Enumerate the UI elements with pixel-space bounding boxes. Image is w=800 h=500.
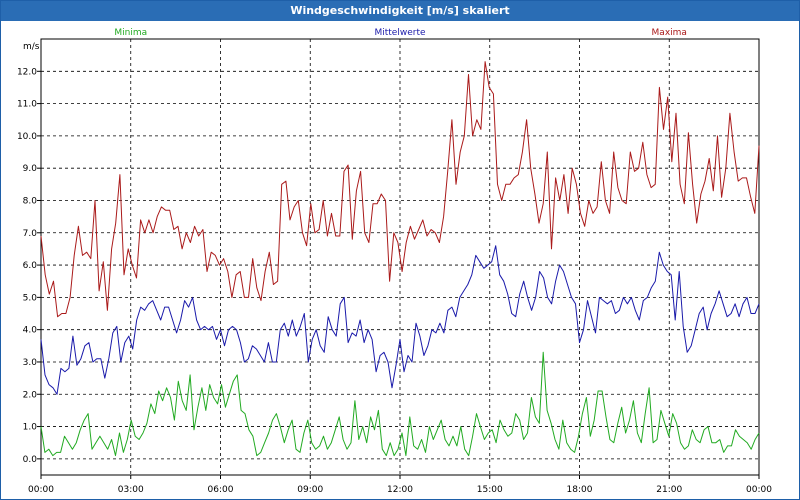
series-line-minima: [40, 351, 760, 457]
y-tick-label: 11.0: [17, 100, 37, 110]
x-tick-time-label: 00:00: [28, 485, 54, 495]
y-tick-label: 7.0: [23, 229, 38, 239]
series-line-mittelwerte: [40, 245, 760, 395]
y-tick-label: 3.0: [23, 358, 38, 368]
x-tick-time-label: 21:00: [656, 485, 682, 495]
series-line-maxima: [40, 61, 760, 318]
x-tick-time-label: 09:00: [297, 485, 323, 495]
y-tick-label: 4.0: [23, 326, 38, 336]
y-tick-label: 12.0: [17, 67, 37, 77]
legend-entry-mittelwerte: Mittelwerte: [374, 28, 425, 38]
y-tick-label: 1.0: [23, 423, 38, 433]
series: [40, 61, 760, 457]
y-tick-label: 9.0: [23, 164, 38, 174]
legend-entry-maxima: Maxima: [652, 28, 687, 38]
y-tick-label: 5.0: [23, 293, 38, 303]
x-tick-time-label: 15:00: [477, 485, 503, 495]
window-title: Windgeschwindigkeit [m/s] skaliert: [1, 1, 799, 21]
y-axis-label: m/s: [23, 42, 40, 52]
y-tick-label: 2.0: [23, 390, 38, 400]
y-tick-label: 8.0: [23, 196, 38, 206]
axes: 0.0 1.0 2.0 3.0 4.0 5.0 6.0 7.0 8.0 9.0 10.0 11.0 12…: [17, 42, 772, 495]
x-tick-time-label: 12:00: [387, 485, 413, 495]
wind-speed-chart: 0.0 1.0 2.0 3.0 4.0 5.0 6.0 7.0 8.0 9.0 10.0 11.0 12…: [17, 28, 772, 495]
y-tick-label: 10.0: [17, 132, 37, 142]
x-tick-time-label: 06:00: [208, 485, 234, 495]
y-tick-label: 0.0: [23, 455, 38, 465]
y-tick-label: 6.0: [23, 261, 38, 271]
legend-entry-minima: Minima: [114, 28, 147, 38]
legend: Minima Mittelwerte Maxima: [114, 28, 687, 38]
x-tick-time-label: 00:00: [746, 485, 772, 495]
x-tick-time-label: 18:00: [567, 485, 593, 495]
x-tick-time-label: 03:00: [118, 485, 144, 495]
